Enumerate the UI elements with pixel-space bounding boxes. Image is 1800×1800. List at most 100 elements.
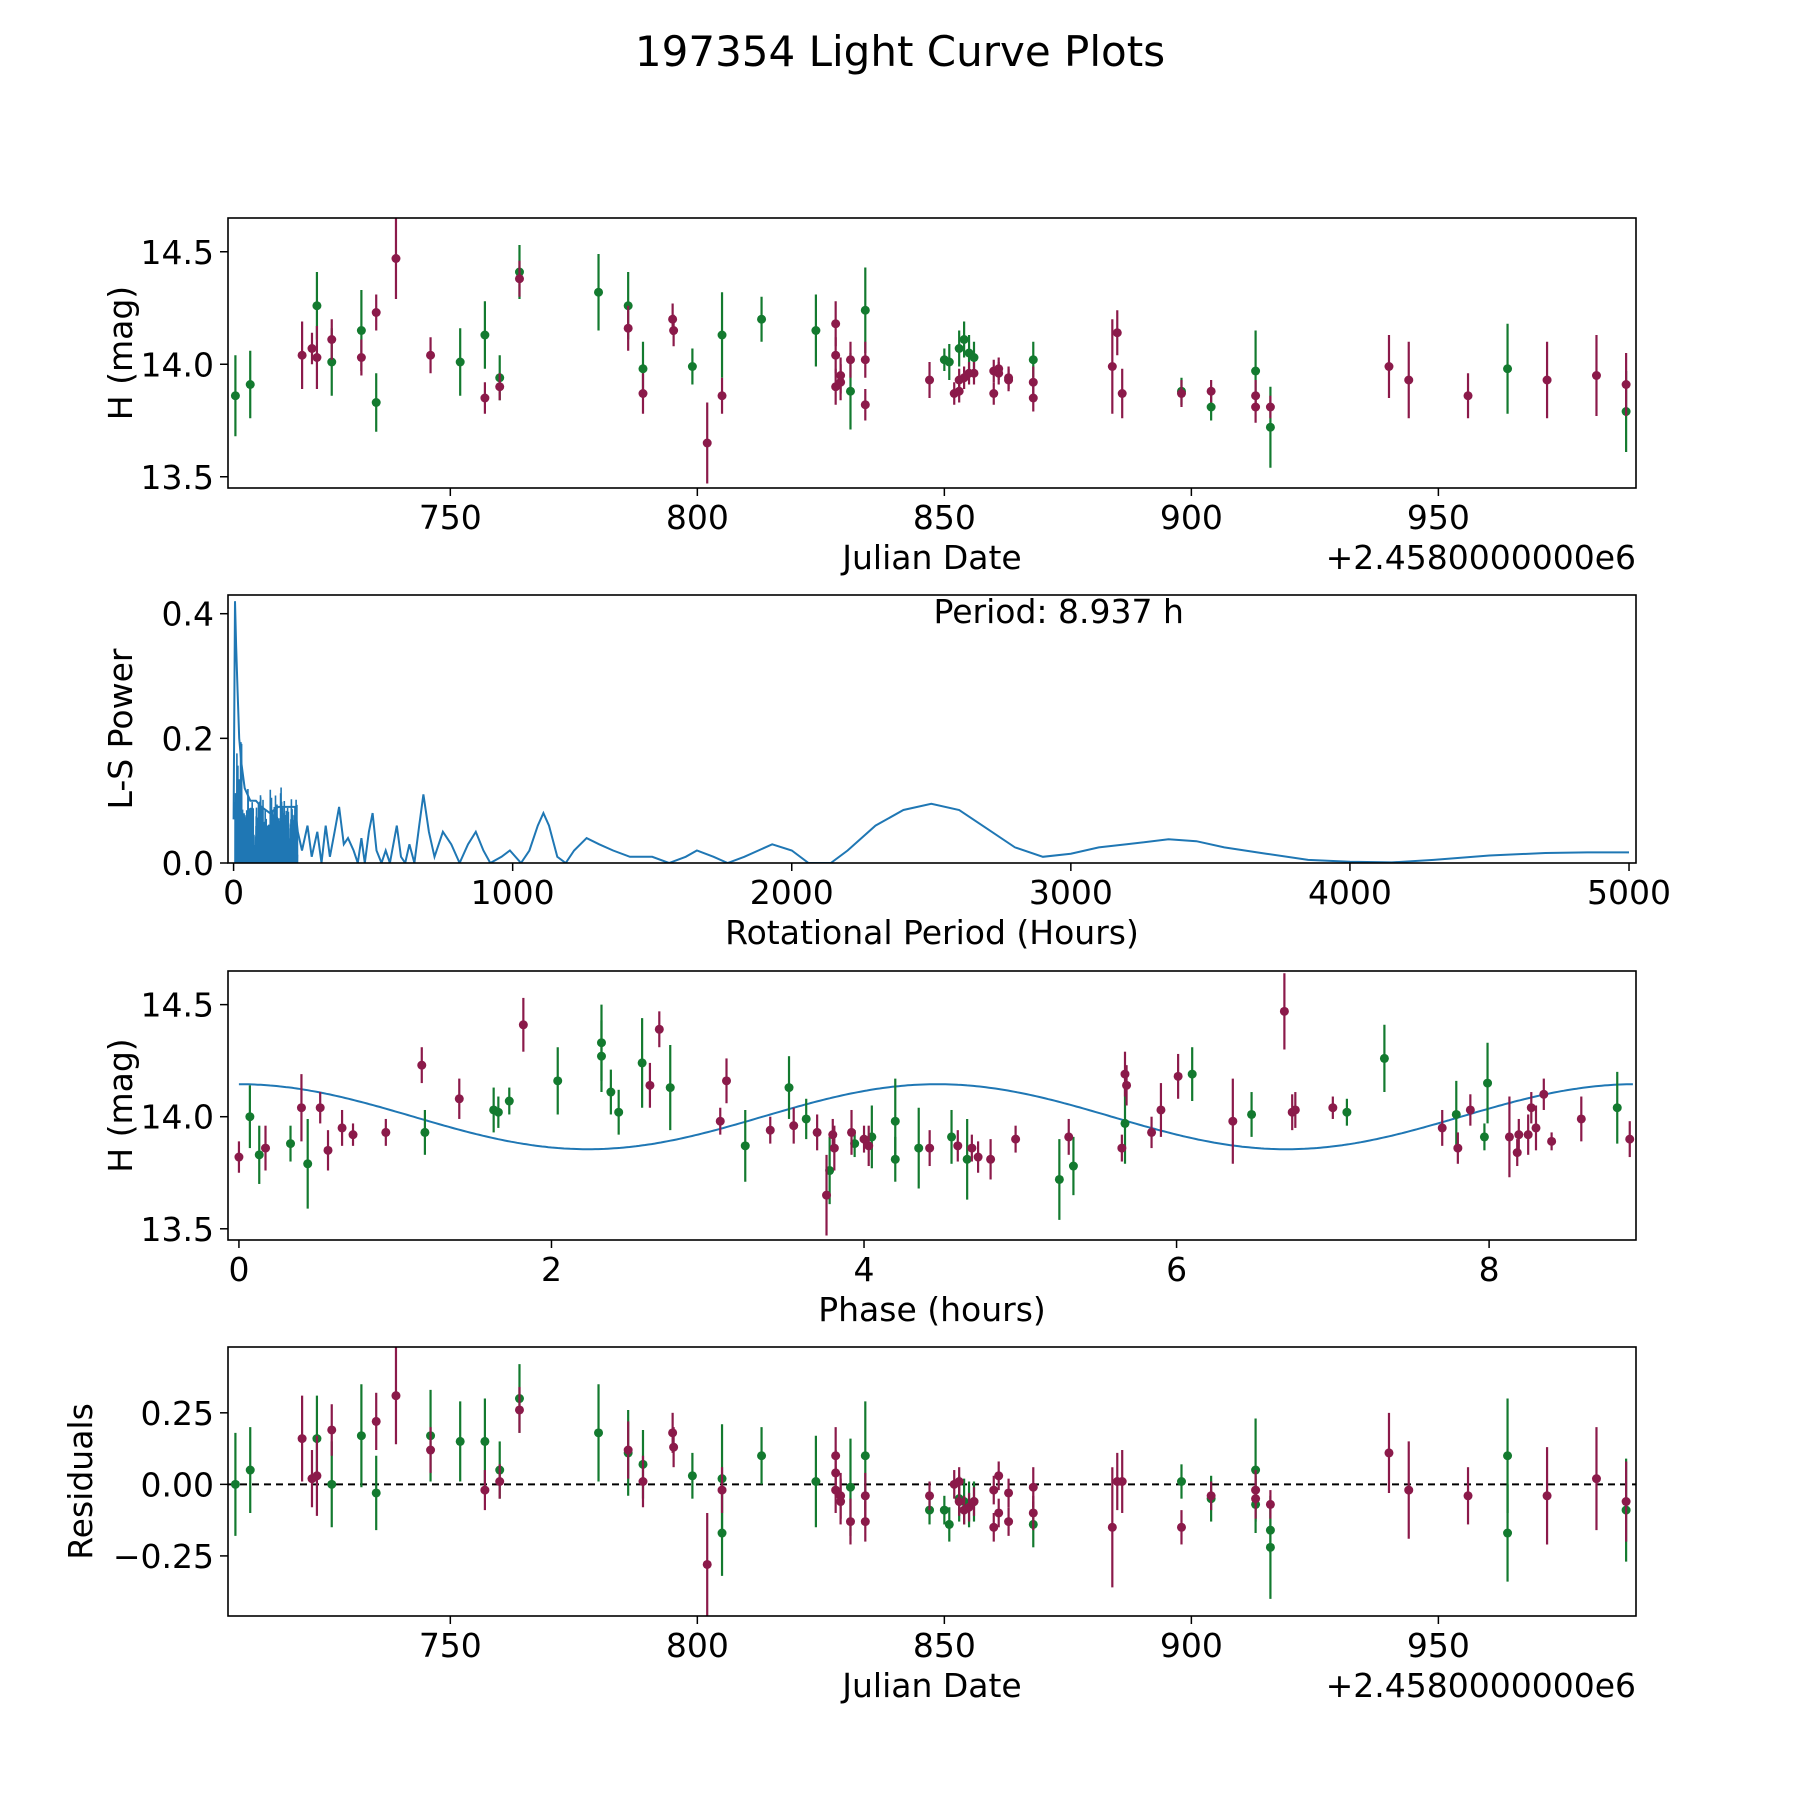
data-point	[757, 314, 767, 324]
data-point	[307, 344, 317, 353]
data-point	[1176, 389, 1186, 398]
data-point	[303, 1159, 313, 1169]
data-point	[947, 1132, 957, 1142]
data-point	[989, 389, 999, 398]
y-tick-label: 0.25	[141, 1394, 214, 1433]
data-point	[1621, 380, 1631, 389]
data-point	[296, 1103, 306, 1113]
y-tick-label: 0.0	[162, 844, 214, 883]
data-point	[371, 398, 381, 407]
data-point	[860, 1491, 870, 1501]
data-point	[845, 1482, 855, 1492]
data-point	[391, 254, 401, 263]
data-point	[1028, 377, 1038, 387]
data-point	[234, 1152, 244, 1162]
data-point	[1621, 1497, 1631, 1507]
x-tick-label: 750	[419, 498, 482, 537]
x-axis-label: Phase (hours)	[818, 1290, 1046, 1329]
data-point	[1122, 1080, 1132, 1090]
data-point	[245, 1112, 255, 1122]
data-point	[480, 1485, 490, 1495]
data-point	[371, 1416, 381, 1426]
x-tick-label: 2000	[750, 873, 834, 912]
data-point	[381, 1127, 391, 1137]
data-point	[845, 1517, 855, 1527]
data-point	[426, 350, 436, 360]
data-point	[638, 1477, 648, 1486]
y-tick-label: −0.25	[113, 1537, 214, 1576]
x-tick-label: 4000	[1308, 873, 1392, 912]
y-tick-label: 0.4	[162, 595, 214, 634]
data-point	[623, 323, 633, 333]
data-point	[348, 1130, 358, 1140]
data-point	[1279, 1006, 1289, 1016]
data-point	[1451, 1109, 1461, 1119]
phased-panel: 0 2 4 6 8 13.5 14.0 14.5 Phase (hours) H (mag)	[101, 970, 1637, 1329]
data-point	[391, 1391, 401, 1401]
data-point	[836, 371, 846, 380]
y-axis-label: H (mag)	[101, 286, 140, 420]
data-point	[986, 1154, 996, 1164]
data-point	[1247, 1109, 1257, 1119]
x-tick-label: 750	[419, 1626, 482, 1665]
data-point	[1054, 1174, 1064, 1184]
data-point	[829, 1143, 839, 1153]
data-point	[614, 1107, 624, 1117]
data-point	[286, 1139, 296, 1149]
x-tick-label: 2	[541, 1250, 562, 1289]
data-point	[1004, 1517, 1014, 1527]
data-point	[822, 1190, 832, 1200]
data-point	[1265, 1499, 1275, 1509]
data-point	[860, 355, 870, 365]
data-point	[312, 353, 322, 362]
data-point	[944, 357, 954, 367]
data-point	[969, 368, 979, 378]
x-tick-label: 5000	[1587, 873, 1671, 912]
data-point	[327, 357, 337, 367]
data-point	[1542, 375, 1552, 385]
data-point	[623, 1445, 633, 1455]
data-point	[1612, 1103, 1622, 1113]
data-point	[638, 389, 648, 398]
data-point	[722, 1076, 732, 1086]
y-tick-label: 13.5	[141, 1210, 214, 1249]
data-point	[717, 1485, 727, 1495]
data-point	[1503, 1528, 1513, 1538]
data-point	[1064, 1132, 1074, 1142]
x-tick-label: 900	[1160, 1626, 1223, 1665]
data-point	[1342, 1107, 1352, 1117]
y-tick-label: 14.5	[141, 233, 214, 272]
data-point	[245, 1465, 255, 1475]
data-point	[1463, 391, 1473, 401]
plot-frame	[227, 970, 1637, 1241]
data-point	[1117, 1477, 1127, 1486]
data-point	[480, 393, 490, 403]
data-point	[420, 1127, 430, 1137]
data-point	[959, 335, 969, 344]
data-point	[1591, 371, 1601, 380]
x-axis-label: Julian Date	[840, 1666, 1022, 1705]
data-point	[890, 1116, 900, 1126]
data-point	[1265, 1542, 1275, 1552]
data-point	[715, 1116, 725, 1126]
data-point	[1206, 386, 1216, 396]
data-point	[654, 1024, 664, 1034]
data-point	[1107, 362, 1117, 371]
data-point	[1147, 1127, 1157, 1137]
y-tick-label: 14.0	[141, 1098, 214, 1137]
data-point	[828, 1130, 838, 1140]
data-point	[371, 308, 381, 317]
data-point	[1187, 1069, 1197, 1079]
data-point	[925, 375, 935, 385]
data-point	[1265, 402, 1275, 412]
x-axis-label: Julian Date	[840, 538, 1022, 577]
x-tick-label: 1000	[471, 873, 555, 912]
data-point	[973, 1152, 983, 1162]
data-point	[1112, 328, 1122, 338]
x-tick-label: 0	[223, 873, 244, 912]
data-point	[1206, 402, 1216, 412]
data-point	[594, 1428, 604, 1438]
plot-frame	[227, 594, 1637, 864]
data-point	[495, 1477, 505, 1486]
data-point	[860, 305, 870, 315]
